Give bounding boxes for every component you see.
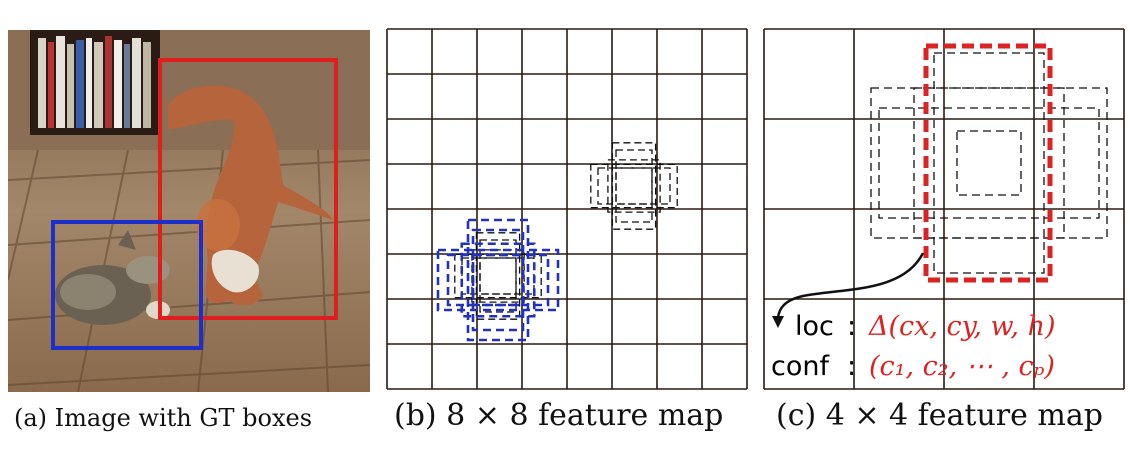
default-box-matched: [471, 228, 525, 332]
default-box: [615, 167, 653, 205]
default-box: [870, 87, 1108, 239]
default-box: [956, 130, 1022, 196]
photo-panel: [8, 30, 370, 392]
default-box-matched-dog: [923, 43, 1053, 283]
default-box: [913, 87, 1065, 239]
arrow-head-icon: [772, 316, 784, 328]
gt-cat-box: [51, 220, 203, 350]
default-box: [933, 52, 1045, 274]
default-box: [878, 107, 1100, 219]
caption-8x8-map: (b) 8 × 8 feature map: [394, 398, 724, 433]
conf-separator: :: [847, 351, 856, 382]
conf-label: conf: [771, 351, 830, 382]
default-box: [615, 149, 653, 223]
feature-map-4x4: loc : Δ(cx, cy, w, h) conf : (c₁, c₂, ⋯ …: [763, 28, 1125, 390]
loc-label: loc: [795, 311, 834, 342]
default-box: [590, 163, 678, 209]
default-box-matched: [436, 248, 560, 312]
gt-dog-box: [158, 58, 338, 320]
default-box: [607, 159, 661, 213]
loc-value: Δ(cx, cy, w, h): [868, 311, 1056, 342]
feature-map-4x4-grid: loc : Δ(cx, cy, w, h) conf : (c₁, c₂, ⋯ …: [763, 28, 1125, 390]
grid-lines-4x4: [763, 28, 1125, 390]
output-arrow: [776, 252, 925, 319]
default-boxes-unmatched: [870, 52, 1108, 274]
default-box-matched: [446, 253, 550, 307]
caption-4x4-map: (c) 4 × 4 feature map: [776, 398, 1103, 433]
default-box-matched: [466, 218, 530, 342]
conf-value: (c₁, c₂, ⋯ , cₚ): [869, 351, 1055, 382]
default-box: [479, 257, 517, 295]
default-box-matched: [460, 242, 536, 318]
feature-map-8x8: [386, 28, 748, 390]
dog-figure: [168, 85, 333, 306]
feature-map-8x8-grid: [386, 28, 748, 390]
default-box: [454, 253, 542, 299]
default-box: [479, 239, 517, 313]
loc-separator: :: [847, 311, 856, 342]
cat-figure: [55, 230, 170, 325]
default-box: [611, 142, 657, 230]
photo-illustration: [8, 30, 370, 392]
default-boxes-matched-cat: [436, 218, 560, 342]
default-box: [597, 167, 671, 205]
bookshelf: [30, 30, 160, 135]
caption-image-gt: (a) Image with GT boxes: [14, 404, 313, 432]
grid-lines-8x8: [386, 28, 748, 390]
